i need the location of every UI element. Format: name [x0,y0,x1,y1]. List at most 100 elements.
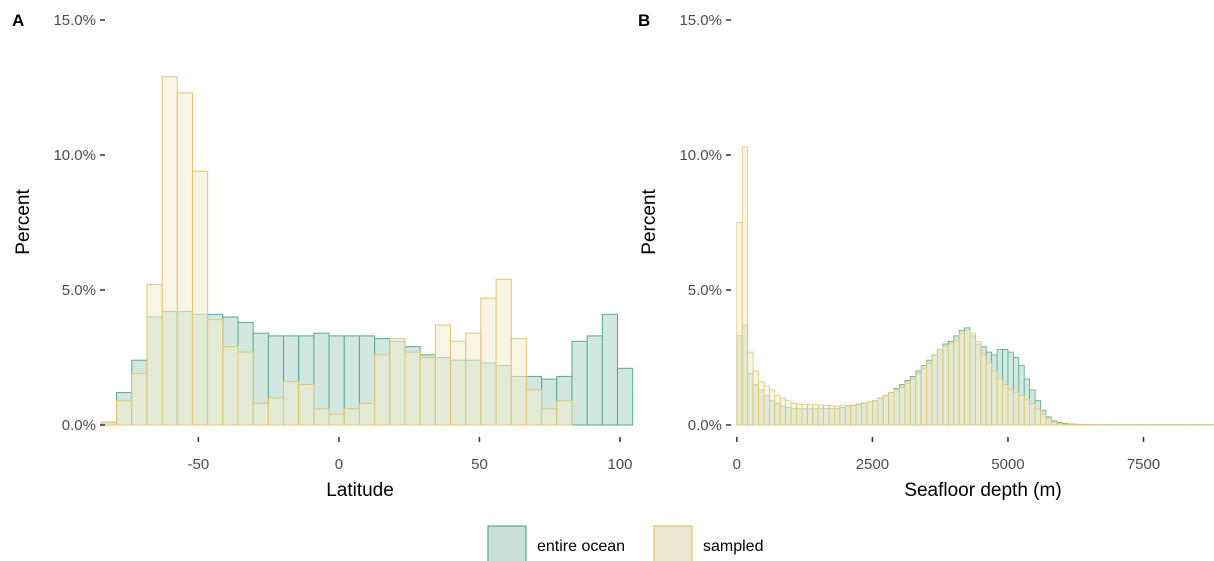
panel-b-bar-sampled [817,404,824,426]
panel-b-bar-sampled [1029,402,1036,426]
panel-b-bar-sampled [839,405,846,426]
panel-b-bar-sampled [747,351,754,426]
panel-a-sampled-bars [100,76,573,426]
panel-a-bar-sampled [480,297,497,426]
panel-b-bar-sampled [953,340,960,426]
panel-b-bar-sampled [736,222,743,426]
panel-b-y-tick-label: 10.0% [679,147,722,164]
panel-b-bar-sampled [768,389,776,426]
panel-a-bar-sampled [419,357,436,426]
panel-b-bar-sampled [888,392,895,426]
panel-b-bar-sampled [828,405,835,426]
panel-a-bar-sampled [161,76,178,426]
panel-a-bar-sampled [176,92,193,426]
panel-a-bar-sampled [358,402,376,426]
panel-a-bar-sampled [541,408,558,426]
panel-b-bar-sampled [947,343,955,426]
panel-b-bar-sampled [774,394,781,426]
panel-b-bar-sampled [801,404,808,426]
panel-a-y-tick-label: 15.0% [53,12,96,29]
panel-b-bar-sampled [985,362,993,426]
panel-b-bar-sampled [872,400,879,426]
panel-b-bar-sampled [909,378,917,426]
panel-b-bar-sampled [1083,424,1090,426]
panel-a-bar-sampled [465,332,482,426]
panel-b-x-tick-label: 5000 [991,456,1024,473]
panel-a-bar-sampled [252,402,269,426]
panel-a-bar-sampled [434,324,452,426]
panel-b-bar-sampled [964,330,971,426]
panel-a-bar-sampled [525,389,543,426]
legend-label-entire-ocean: entire ocean [537,538,625,555]
panel-b-bar-sampled [1072,424,1079,426]
panel-b-bar-sampled [937,348,944,426]
legend: entire ocean sampled [487,525,763,561]
panel-b-sampled-bars [736,146,1214,426]
panel-b-x-tick-label: 7500 [1127,456,1160,473]
legend-swatch-entire-ocean [487,525,527,561]
panel-b-bar-sampled [975,340,982,426]
panel-a-bar-sampled [207,319,224,426]
panel-b-bar-sampled [866,401,873,426]
panel-a-bar-ocean [586,335,603,426]
panel-b-bar-sampled [1034,408,1041,426]
panel-b-bar-sampled [991,370,998,426]
legend-swatch-sampled [653,525,693,561]
panel-a-bar-sampled [328,413,345,426]
panel-b-bar-sampled [806,404,814,426]
panel-b-bar-sampled [969,332,976,426]
panel-a-x-tick-label: -50 [188,456,210,473]
panel-b-bar-sampled [942,346,949,426]
panel-a-bar-sampled [556,400,573,426]
panel-b-bar-sampled [931,354,938,426]
panel-b: B Percent Seafloor depth (m) 0.0% 5.0% 10.… [638,11,1214,501]
panel-a-bar-sampled [283,381,300,426]
panel-b-y-tick-label: 0.0% [688,417,722,434]
panel-b-bar-sampled [861,402,868,426]
panel-a-y-tick-label: 5.0% [62,282,96,299]
panel-b-bar-sampled [796,403,803,426]
panel-b-bar-sampled [741,146,749,426]
panel-a-axes: 0.0% 5.0% 10.0% 15.0% -50 0 50 100 [53,12,632,473]
panel-a-bar-sampled [404,351,421,426]
panel-b-bar-sampled [904,382,911,426]
panel-b-bar-sampled [812,404,819,426]
panel-a-bar-sampled [267,397,285,426]
panel-b-axes: 0.0% 5.0% 10.0% 15.0% 0 2500 5000 7500 [679,12,1160,473]
panel-a-bar-sampled [389,338,406,426]
panel-b-bar-sampled [850,404,857,426]
panel-b-bar-sampled [823,405,830,426]
panel-b-bar-sampled [1056,422,1063,426]
panel-b-bar-sampled [980,354,987,426]
panel-b-bar-sampled [790,402,797,426]
panel-b-bar-sampled [899,386,906,426]
panel-a-bar-sampled [510,338,527,426]
panel-a-y-axis-title: Percent [13,189,34,255]
panel-b-bar-sampled [915,373,922,426]
panel-b-bar-sampled [752,370,759,426]
panel-b-bar-sampled [877,397,884,426]
panel-a-x-tick-label: 0 [335,456,343,473]
panel-a-bar-ocean [601,313,618,426]
panel-b-bar-sampled [1002,384,1009,426]
panel-a-bar-ocean [616,367,634,426]
panel-b-bar-sampled [1078,424,1085,426]
panel-a-bar-ocean [571,340,588,426]
panel-b-bar-sampled [763,385,770,426]
legend-label-sampled: sampled [703,538,763,555]
panel-a-x-tick-label: 100 [607,456,632,473]
panel-b-bar-sampled [779,397,787,426]
panel-b-x-axis-title: Seafloor depth (m) [904,480,1061,501]
panel-a-bar-sampled [495,278,512,426]
panel-b-bar-sampled [920,367,928,426]
panel-b-x-tick-label: 0 [733,456,741,473]
panel-b-letter: B [638,11,650,30]
panel-b-bar-sampled [1012,392,1020,426]
panel-b-bar-sampled [882,394,890,426]
panel-b-bar-sampled [1050,421,1058,426]
panel-a-x-tick-label: 50 [471,456,488,473]
panel-b-bar-sampled [758,381,765,426]
panel-a-bar-sampled [343,408,360,426]
panel-a-bar-sampled [313,408,330,426]
panel-b-y-tick-label: 5.0% [688,282,722,299]
